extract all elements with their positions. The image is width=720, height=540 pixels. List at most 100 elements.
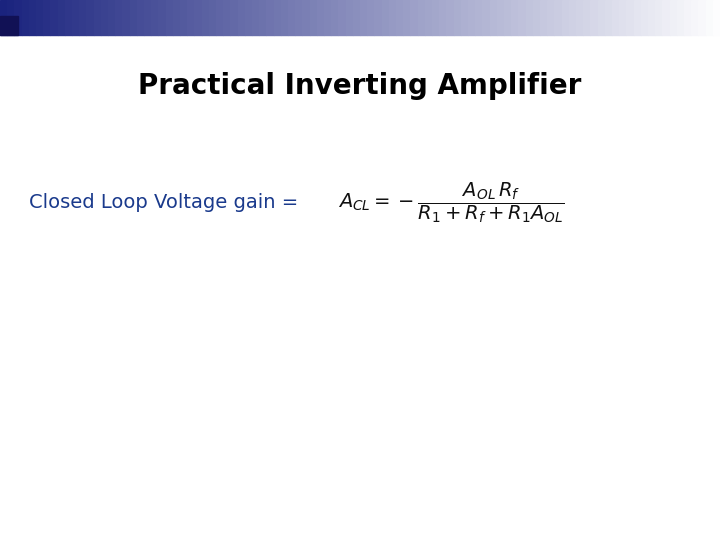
Bar	[317, 0, 324, 35]
Bar	[706, 0, 713, 35]
Bar	[79, 0, 86, 35]
Bar	[612, 0, 619, 35]
Bar	[43, 0, 50, 35]
Bar	[252, 0, 259, 35]
Bar	[122, 0, 130, 35]
Bar	[504, 0, 511, 35]
Bar	[194, 0, 202, 35]
Bar	[86, 0, 94, 35]
Bar	[547, 0, 554, 35]
Bar	[108, 0, 115, 35]
Bar	[130, 0, 137, 35]
Bar	[425, 0, 432, 35]
Bar	[238, 0, 245, 35]
Bar	[691, 0, 698, 35]
Bar	[338, 0, 346, 35]
Bar	[576, 0, 583, 35]
Bar	[302, 0, 310, 35]
Bar	[158, 0, 166, 35]
Bar	[144, 0, 151, 35]
Bar	[274, 0, 281, 35]
Bar	[713, 0, 720, 35]
Text: Practical Inverting Amplifier: Practical Inverting Amplifier	[138, 72, 582, 100]
Bar	[36, 0, 43, 35]
Bar	[216, 0, 223, 35]
Bar	[367, 0, 374, 35]
Bar	[590, 0, 598, 35]
Bar	[403, 0, 410, 35]
Bar	[151, 0, 158, 35]
Bar	[382, 0, 389, 35]
Bar	[187, 0, 194, 35]
Bar	[115, 0, 122, 35]
Bar	[281, 0, 288, 35]
Bar	[482, 0, 490, 35]
Bar	[655, 0, 662, 35]
Bar	[490, 0, 497, 35]
Bar	[29, 0, 36, 35]
Bar	[58, 0, 65, 35]
Bar	[14, 0, 22, 35]
Bar	[295, 0, 302, 35]
Bar	[641, 0, 648, 35]
Bar	[605, 0, 612, 35]
Bar	[288, 0, 295, 35]
Bar	[511, 0, 518, 35]
Bar	[698, 0, 706, 35]
Bar	[360, 0, 367, 35]
Bar	[418, 0, 425, 35]
Bar	[22, 0, 29, 35]
Bar	[180, 0, 187, 35]
Text: $A_{CL} = -\dfrac{A_{OL}\,R_f}{R_1 + R_f + R_1 A_{OL}}$: $A_{CL} = -\dfrac{A_{OL}\,R_f}{R_1 + R_f…	[338, 180, 565, 225]
Bar	[389, 0, 396, 35]
Bar	[202, 0, 209, 35]
Bar	[259, 0, 266, 35]
Bar	[684, 0, 691, 35]
Bar	[101, 0, 108, 35]
Bar	[0, 16, 18, 35]
Bar	[65, 0, 72, 35]
Bar	[446, 0, 454, 35]
Bar	[468, 0, 475, 35]
Bar	[562, 0, 569, 35]
Bar	[310, 0, 317, 35]
Bar	[94, 0, 101, 35]
Bar	[569, 0, 576, 35]
Bar	[526, 0, 533, 35]
Bar	[648, 0, 655, 35]
Bar	[533, 0, 540, 35]
Bar	[410, 0, 418, 35]
Bar	[50, 0, 58, 35]
Bar	[554, 0, 562, 35]
Bar	[475, 0, 482, 35]
Bar	[209, 0, 216, 35]
Bar	[626, 0, 634, 35]
Bar	[245, 0, 252, 35]
Bar	[166, 0, 173, 35]
Bar	[137, 0, 144, 35]
Bar	[662, 0, 670, 35]
Bar	[454, 0, 461, 35]
Bar	[173, 0, 180, 35]
Bar	[72, 0, 79, 35]
Bar	[266, 0, 274, 35]
Bar	[634, 0, 641, 35]
Bar	[223, 0, 230, 35]
Bar	[353, 0, 360, 35]
Bar	[0, 0, 7, 35]
Bar	[518, 0, 526, 35]
Bar	[540, 0, 547, 35]
Bar	[7, 0, 14, 35]
Bar	[583, 0, 590, 35]
Text: Closed Loop Voltage gain =: Closed Loop Voltage gain =	[29, 193, 298, 212]
Bar	[670, 0, 677, 35]
Bar	[439, 0, 446, 35]
Bar	[619, 0, 626, 35]
Bar	[396, 0, 403, 35]
Bar	[598, 0, 605, 35]
Bar	[461, 0, 468, 35]
Bar	[346, 0, 353, 35]
Bar	[374, 0, 382, 35]
Bar	[331, 0, 338, 35]
Bar	[324, 0, 331, 35]
